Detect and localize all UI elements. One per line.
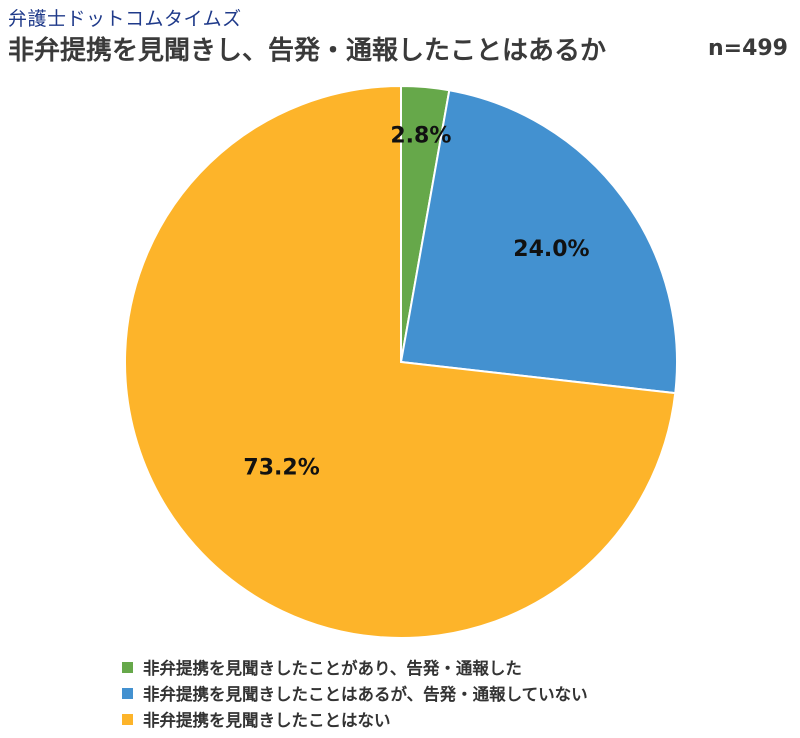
chart-title: 非弁提携を見聞きし、告発・通報したことはあるか — [8, 36, 607, 66]
legend-swatch — [122, 661, 133, 673]
pie-slice-2 — [399, 89, 678, 395]
sample-size: n=499 — [707, 36, 788, 61]
brand-logo-text: 弁護士ドットコムタイムズ — [8, 8, 242, 30]
legend-item-2: 非弁提携を見聞きしたことはあるが、告発・通報していない — [122, 680, 588, 706]
slice-label-3: 73.2% — [243, 456, 319, 481]
legend-item-1: 非弁提携を見聞きしたことがあり、告発・通報した — [122, 654, 588, 680]
legend-label: 非弁提携を見聞きしたことはない — [143, 711, 391, 730]
slice-label-1: 2.8% — [390, 124, 451, 149]
legend-item-3: 非弁提携を見聞きしたことはない — [122, 706, 588, 732]
slice-label-2: 24.0% — [513, 237, 589, 262]
legend-swatch — [122, 687, 133, 699]
legend-label: 非弁提携を見聞きしたことはあるが、告発・通報していない — [143, 685, 588, 704]
legend-swatch — [122, 713, 133, 725]
legend-label: 非弁提携を見聞きしたことがあり、告発・通報した — [143, 659, 522, 678]
legend: 非弁提携を見聞きしたことがあり、告発・通報した非弁提携を見聞きしたことはあるが、… — [122, 654, 588, 732]
pie-slice-3 — [124, 84, 677, 639]
